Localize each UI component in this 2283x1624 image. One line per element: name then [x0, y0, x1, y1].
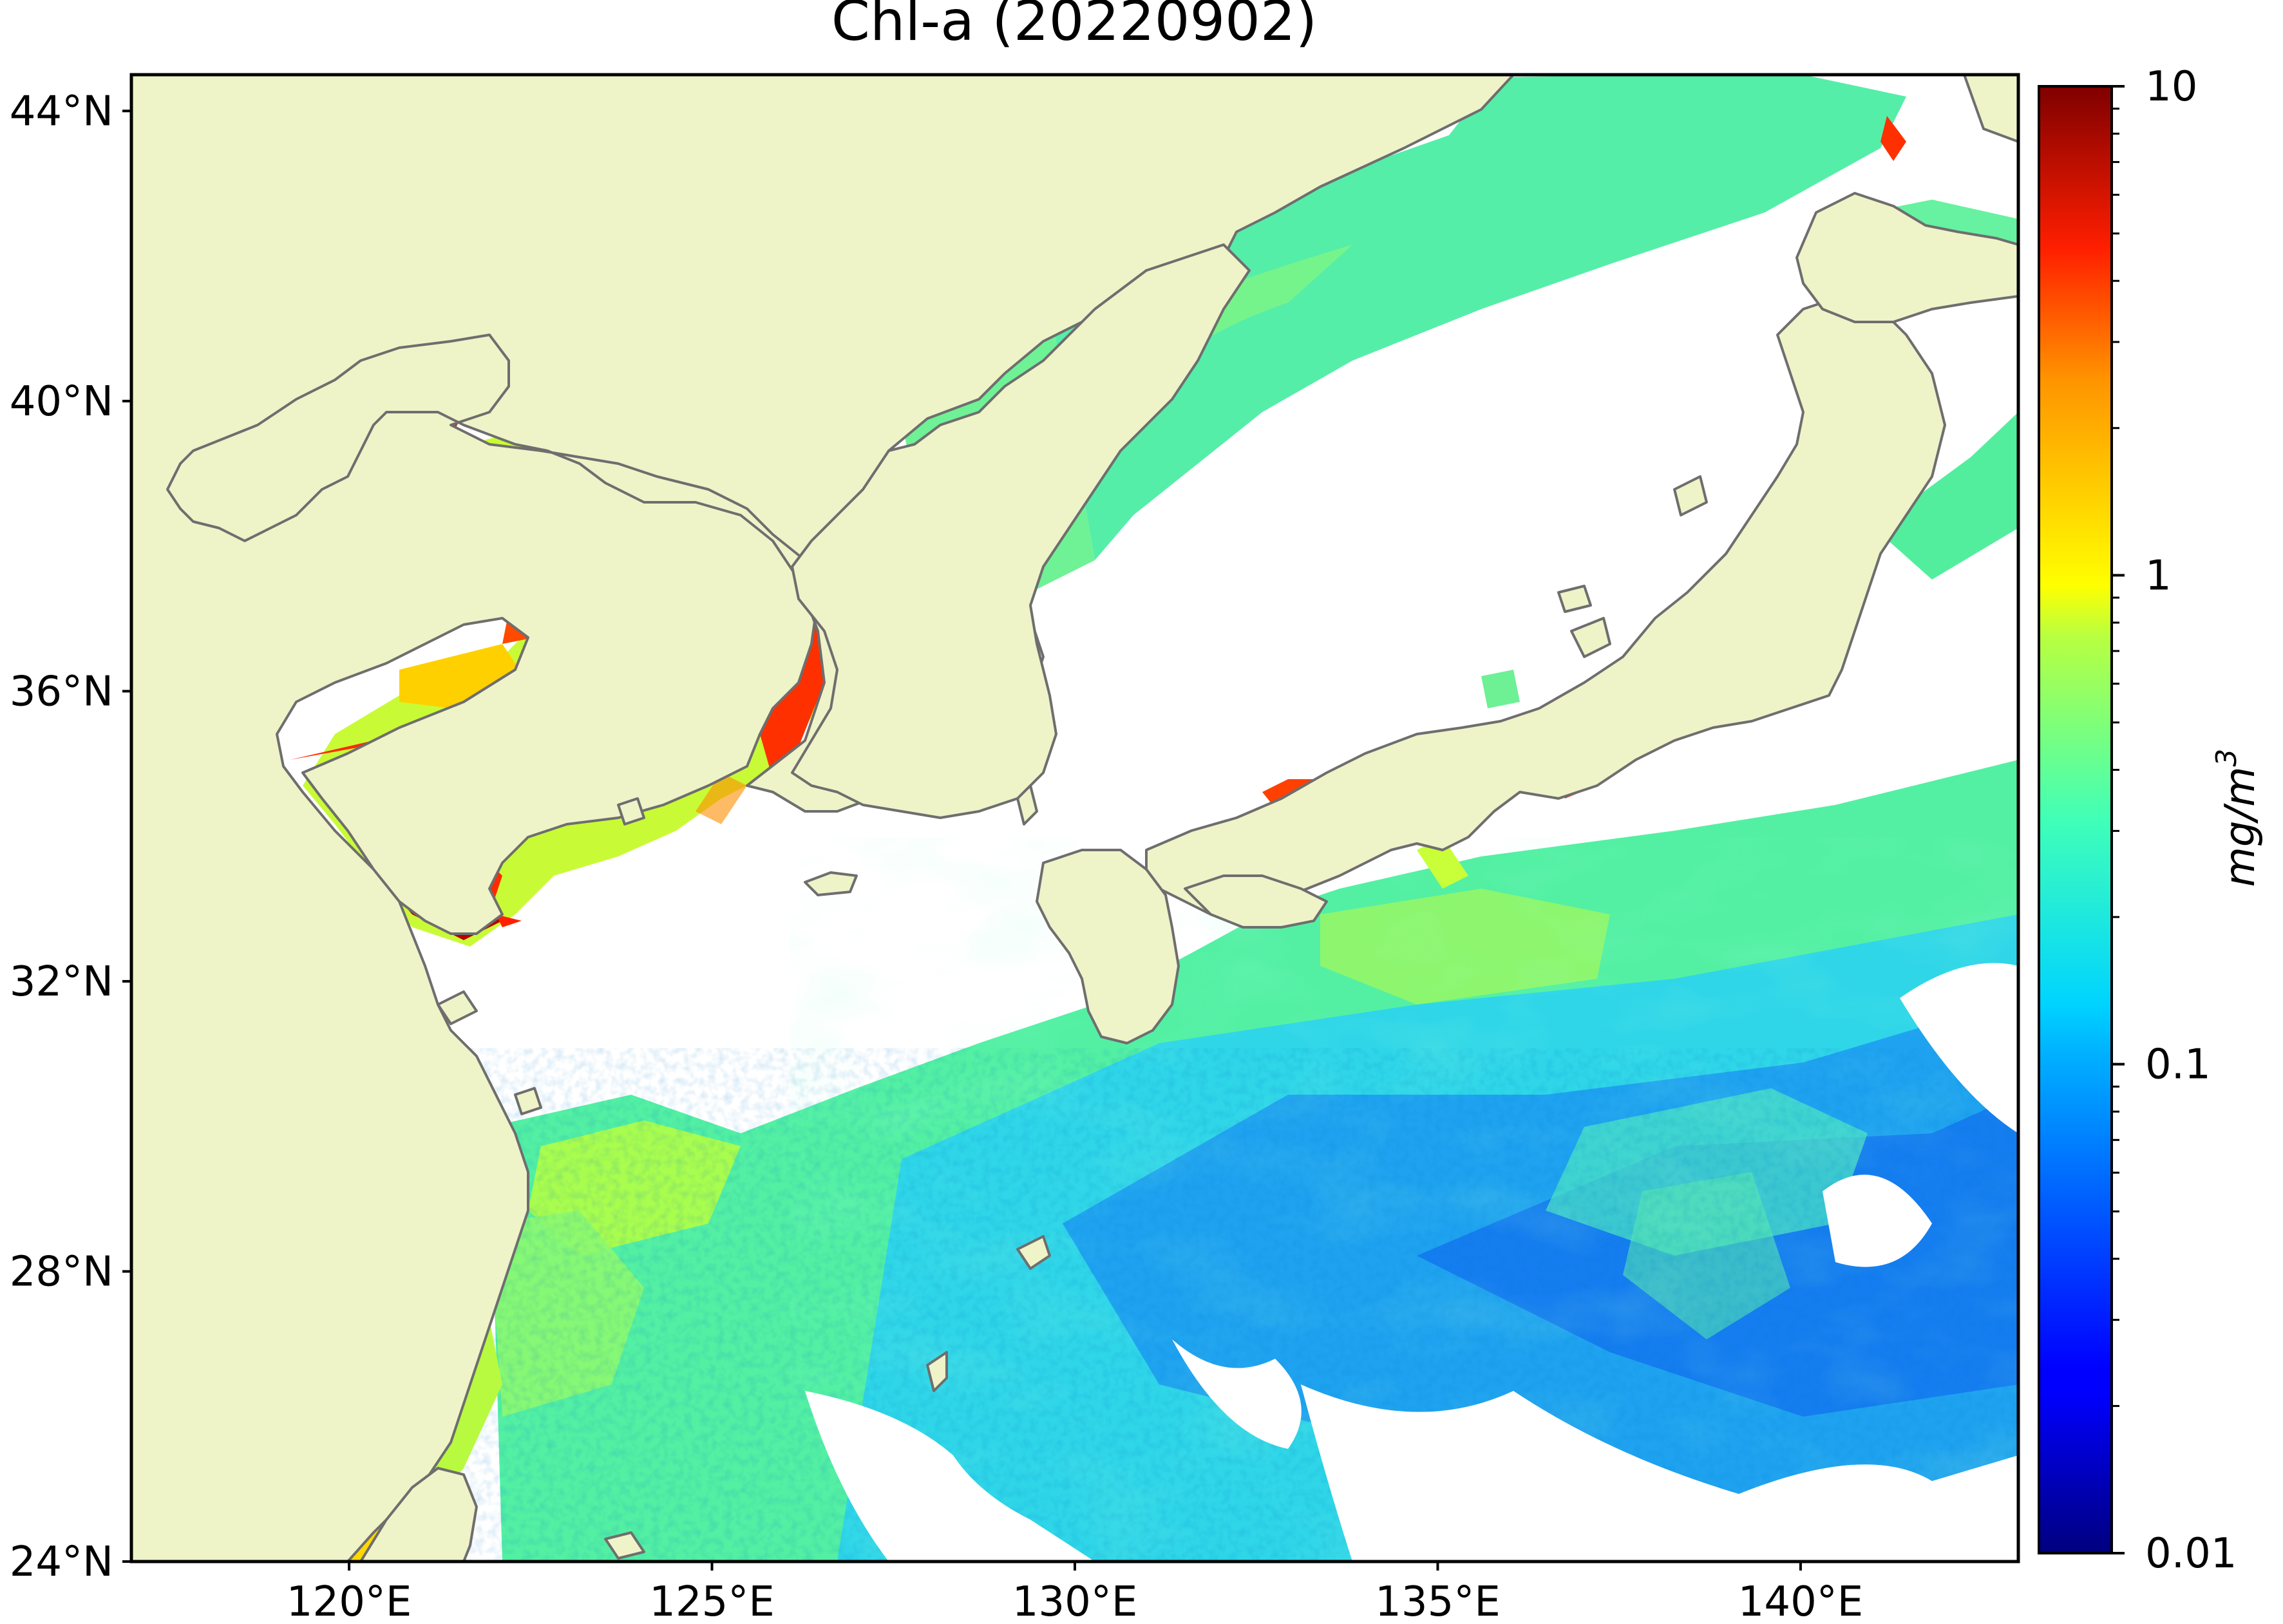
lat-tick-label: 44°N [10, 88, 113, 135]
sado-island [1673, 475, 1708, 516]
lon-tick-label: 135°E [1375, 1578, 1501, 1624]
taiwan-land [359, 1467, 478, 1562]
lon-tick-label: 130°E [1012, 1578, 1138, 1624]
lon-tick-label: 120°E [287, 1578, 412, 1624]
noto-peninsula [1570, 617, 1611, 658]
lat-tick-label: 28°N [10, 1248, 113, 1296]
shandong-coast-island [617, 797, 645, 826]
lat-tick-label: 24°N [10, 1538, 113, 1586]
land-masses [131, 75, 2018, 1562]
chlorophyll-field [489, 650, 2018, 1562]
lat-tick-label: 32°N [10, 958, 113, 1006]
tsushima-island [1016, 784, 1038, 826]
colorbar-gradient [2039, 86, 2112, 1553]
oki-island [1557, 585, 1592, 613]
sakhalin-land [1963, 75, 2018, 143]
okinawa-island [926, 1351, 948, 1392]
japan-hokkaido-land [1795, 192, 2018, 323]
colorbar-frame [2038, 85, 2113, 1554]
map-title: Chl-a (20220902) [831, 0, 1317, 53]
colorbar-ticks: 10 1 0.1 0.01 [2112, 63, 2237, 1578]
colorbar: 10 1 0.1 0.01 mg/m3 [2038, 63, 2264, 1578]
japan-kyushu-land [1036, 849, 1180, 1044]
colorbar-unit-label: mg/m3 [2210, 749, 2264, 887]
colorbar-tick-label: 0.1 [2145, 1041, 2211, 1089]
colorbar-tick-label: 10 [2145, 63, 2197, 111]
axis-layer: 120°E 125°E 130°E 135°E 140°E 24°N 28°N 32°N 36°… [10, 88, 1864, 1624]
japan-shikoku-land [1184, 874, 1328, 929]
chusan-islands [514, 1087, 542, 1115]
amami-island [1016, 1235, 1051, 1270]
lon-tick-label: 140°E [1738, 1578, 1864, 1624]
colorbar-tick-label: 1 [2145, 552, 2172, 600]
colorbar-tick-label: 0.01 [2145, 1530, 2237, 1578]
lat-tick-label: 36°N [10, 668, 113, 715]
jeju-island [804, 871, 858, 896]
colorbar-unit-superscript: 3 [2210, 749, 2243, 767]
yangtze-mouth-island [437, 990, 478, 1025]
ishigaki-island [604, 1531, 645, 1560]
korea-peninsula-land [791, 243, 1251, 819]
lon-tick-label: 125°E [649, 1578, 775, 1624]
japan-honshu-land [1145, 295, 1946, 916]
lat-tick-label: 40°N [10, 378, 113, 426]
map-panel [131, 75, 2018, 1562]
